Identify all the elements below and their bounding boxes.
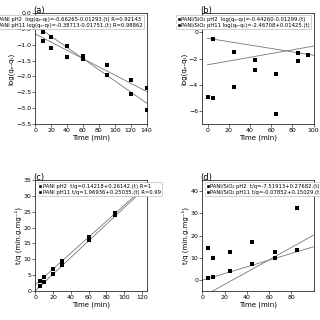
Y-axis label: log(qₑ-qₜ): log(qₑ-qₜ) bbox=[8, 52, 14, 84]
Point bbox=[41, 39, 46, 44]
Point bbox=[205, 245, 210, 250]
Text: (c): (c) bbox=[33, 173, 44, 182]
Point bbox=[228, 250, 233, 255]
Point bbox=[42, 280, 47, 285]
Point bbox=[294, 247, 300, 252]
Point bbox=[231, 50, 236, 55]
X-axis label: Time (min): Time (min) bbox=[239, 302, 277, 308]
Legend: PANI pH2  t/q=0.14218+0.26142.(t) R=1, PANI pH11 t/q=1.96936+0.25035.(t) R=0.99: PANI pH2 t/q=0.14218+0.26142.(t) R=1, PA… bbox=[38, 182, 162, 196]
X-axis label: Time (min): Time (min) bbox=[72, 135, 110, 141]
Point bbox=[140, 188, 145, 193]
Point bbox=[295, 59, 300, 64]
Point bbox=[49, 45, 54, 50]
Point bbox=[272, 250, 277, 255]
Point bbox=[128, 77, 133, 82]
Point bbox=[113, 211, 118, 216]
Point bbox=[294, 205, 300, 210]
Point bbox=[113, 213, 118, 218]
X-axis label: Time (min): Time (min) bbox=[72, 302, 110, 308]
Point bbox=[86, 238, 91, 243]
Text: (d): (d) bbox=[200, 173, 212, 182]
Point bbox=[205, 94, 210, 99]
Point bbox=[228, 268, 233, 274]
Point bbox=[205, 18, 210, 23]
Point bbox=[250, 240, 255, 245]
Point bbox=[41, 29, 46, 35]
X-axis label: Time (min): Time (min) bbox=[239, 135, 277, 141]
Point bbox=[42, 274, 47, 279]
Point bbox=[64, 55, 69, 60]
Point bbox=[104, 72, 109, 77]
Point bbox=[60, 259, 65, 264]
Point bbox=[205, 275, 210, 280]
Point bbox=[37, 284, 42, 289]
Point bbox=[128, 92, 133, 97]
Point bbox=[274, 72, 279, 77]
Y-axis label: t/q (min.g.mg⁻¹): t/q (min.g.mg⁻¹) bbox=[14, 207, 22, 264]
Point bbox=[60, 262, 65, 268]
Legend: PANI/SiO₂ pH2  t/q=-7.51913+0.27682.(t) R=0.9656, PANI/SiO₂ pH11 t/q=-0.07852+0.: PANI/SiO₂ pH2 t/q=-7.51913+0.27682.(t) R… bbox=[205, 182, 320, 196]
Point bbox=[210, 36, 215, 42]
Legend: PANI/SiO₂ pH2  log(qₑ-qₜ)=-0.44260-0.01299.(t), PANI/SiO₂ pH11 log(qₑ-qₜ)=-2.467: PANI/SiO₂ pH2 log(qₑ-qₜ)=-0.44260-0.0129… bbox=[176, 15, 311, 29]
Y-axis label: log(qₑ-qₜ): log(qₑ-qₜ) bbox=[181, 52, 188, 84]
Point bbox=[144, 85, 149, 90]
Point bbox=[250, 262, 255, 267]
Point bbox=[231, 85, 236, 90]
Text: (a): (a) bbox=[33, 6, 44, 15]
Text: (b): (b) bbox=[200, 6, 212, 15]
Point bbox=[211, 255, 216, 260]
Point bbox=[140, 188, 145, 194]
Point bbox=[49, 34, 54, 39]
Point bbox=[272, 255, 277, 260]
Point bbox=[80, 53, 85, 58]
Legend: PANI pH2  log(qₑ-qₜ)=-0.66265-0.01293.(t) R=0.92143, PANI pH11 log(qₑ-qₜ)=-0.387: PANI pH2 log(qₑ-qₜ)=-0.66265-0.01293.(t)… bbox=[0, 15, 144, 29]
Point bbox=[210, 95, 215, 100]
Point bbox=[51, 266, 56, 271]
Point bbox=[80, 56, 85, 61]
Point bbox=[104, 63, 109, 68]
Point bbox=[253, 57, 258, 62]
Point bbox=[86, 235, 91, 240]
Point bbox=[295, 51, 300, 56]
Point bbox=[37, 278, 42, 283]
Point bbox=[64, 44, 69, 49]
Point bbox=[211, 274, 216, 279]
Y-axis label: t/q (min.g.mg⁻¹): t/q (min.g.mg⁻¹) bbox=[181, 207, 189, 264]
Point bbox=[253, 68, 258, 73]
Point bbox=[51, 271, 56, 276]
Point bbox=[306, 52, 311, 57]
Point bbox=[144, 107, 149, 112]
Point bbox=[274, 111, 279, 116]
